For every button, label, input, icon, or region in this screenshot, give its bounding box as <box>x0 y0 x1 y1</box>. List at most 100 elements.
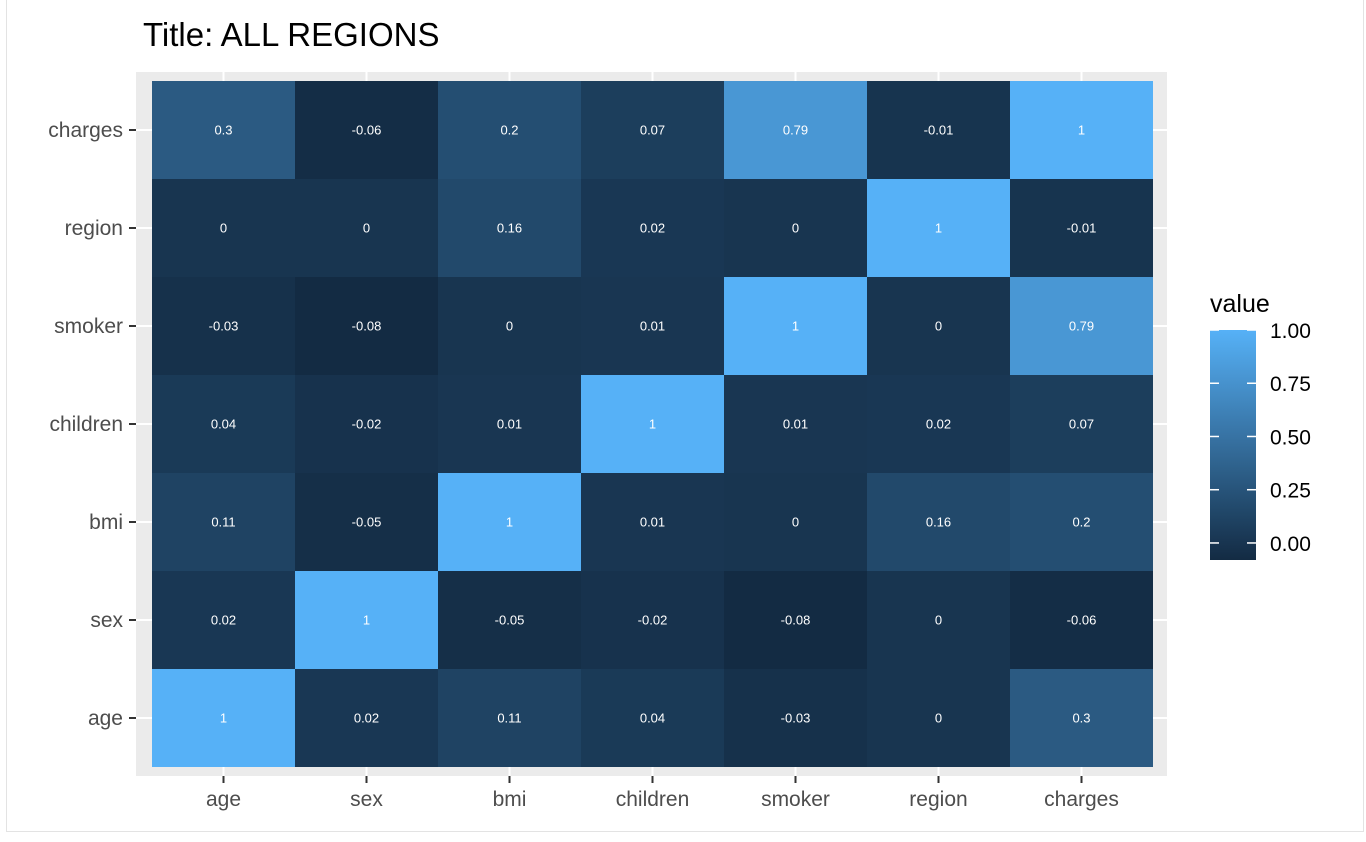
cell-value-label: 0 <box>935 711 942 726</box>
y-axis: age sex bmi children smoker region charges <box>48 119 136 730</box>
y-tick-label: region <box>65 217 123 240</box>
cell-value-label: 0.79 <box>783 123 808 138</box>
heatmap-cell <box>438 81 581 179</box>
cell-value-label: -0.05 <box>352 515 382 530</box>
legend-tick-label: 0.00 <box>1270 533 1311 556</box>
cell-value-label: 0.2 <box>1072 515 1090 530</box>
x-tick-label: children <box>616 788 690 811</box>
heatmap-cell <box>295 179 438 277</box>
heatmap-cell <box>867 81 1010 179</box>
legend-tick-label: 0.50 <box>1270 426 1311 449</box>
heatmap-cell <box>1010 179 1153 277</box>
cell-value-label: 0.04 <box>211 417 236 432</box>
cell-value-label: -0.03 <box>781 711 811 726</box>
heatmap-cell <box>724 375 867 473</box>
cell-value-label: 0.02 <box>354 711 379 726</box>
cell-value-label: 1 <box>363 613 370 628</box>
cell-value-label: 0 <box>506 319 513 334</box>
heatmap-cell <box>438 669 581 767</box>
heatmap-cell <box>295 277 438 375</box>
cell-value-label: 0 <box>792 221 799 236</box>
cell-value-label: 0.11 <box>497 711 521 726</box>
heatmap-cell <box>152 179 295 277</box>
cell-value-label: 0.01 <box>640 515 665 530</box>
heatmap-cell <box>867 179 1010 277</box>
cell-value-label: 0 <box>363 221 370 236</box>
y-tick-label: smoker <box>54 315 123 338</box>
heatmap-cell <box>581 277 724 375</box>
heatmap-cell <box>152 669 295 767</box>
cell-value-label: 0.16 <box>926 515 951 530</box>
cell-value-label: -0.06 <box>1067 613 1097 628</box>
heatmap-cell <box>438 277 581 375</box>
y-tick-label: charges <box>48 119 123 142</box>
cell-value-label: -0.02 <box>352 417 382 432</box>
cell-value-label: 0.79 <box>1069 319 1094 334</box>
heatmap-cell <box>581 473 724 571</box>
heatmap-cell <box>1010 375 1153 473</box>
heatmap-cell <box>295 571 438 669</box>
heatmap-cell <box>724 669 867 767</box>
cell-value-label: 1 <box>649 417 656 432</box>
chart-title: Title: ALL REGIONS <box>143 16 440 53</box>
heatmap-cell <box>581 81 724 179</box>
heatmap-cell <box>295 669 438 767</box>
cell-value-label: 0.2 <box>500 123 518 138</box>
cell-value-label: 0.11 <box>211 515 235 530</box>
x-tick-label: sex <box>350 788 383 811</box>
heatmap-cell <box>724 179 867 277</box>
heatmap-cell <box>1010 473 1153 571</box>
x-tick-label: age <box>206 788 241 811</box>
cell-value-label: 1 <box>1078 123 1085 138</box>
heatmap-cell <box>438 473 581 571</box>
heatmap-cells <box>152 81 1153 767</box>
legend-tick-label: 0.25 <box>1270 480 1311 503</box>
x-tick-label: region <box>909 788 967 811</box>
heatmap-cell <box>1010 669 1153 767</box>
heatmap-cell <box>867 375 1010 473</box>
legend-tick-label: 0.75 <box>1270 373 1311 396</box>
cell-value-label: -0.08 <box>352 319 382 334</box>
cell-value-label: -0.02 <box>638 613 668 628</box>
y-tick-label: bmi <box>89 511 123 534</box>
y-tick-label: sex <box>90 609 123 632</box>
cell-value-label: -0.01 <box>924 123 954 138</box>
heatmap-cell <box>438 375 581 473</box>
cell-value-label: -0.06 <box>352 123 382 138</box>
y-tick-label: children <box>49 413 123 436</box>
legend-colorbar <box>1210 330 1256 560</box>
cell-value-label: 0.3 <box>214 123 232 138</box>
cell-value-label: 0.04 <box>640 711 665 726</box>
cell-value-label: 0.16 <box>497 221 522 236</box>
heatmap-cell <box>152 277 295 375</box>
heatmap-cell <box>295 473 438 571</box>
y-tick-label: age <box>88 707 123 730</box>
cell-value-label: 1 <box>220 711 227 726</box>
x-tick-label: bmi <box>493 788 527 811</box>
heatmap-cell <box>581 571 724 669</box>
legend-tick-label: 1.00 <box>1270 320 1311 343</box>
cell-value-label: 0.02 <box>640 221 665 236</box>
cell-value-label: 0.01 <box>783 417 808 432</box>
x-tick-label: smoker <box>761 788 830 811</box>
heatmap-cell <box>724 277 867 375</box>
heatmap-cell <box>438 179 581 277</box>
cell-value-label: 0 <box>935 319 942 334</box>
cell-value-label: -0.05 <box>495 613 525 628</box>
heatmap-cell <box>724 81 867 179</box>
heatmap-cell <box>295 81 438 179</box>
cell-value-label: -0.03 <box>209 319 239 334</box>
heatmap-cell <box>1010 571 1153 669</box>
cell-value-label: 0.07 <box>640 123 665 138</box>
cell-labels: 1 0.02 0.11 0.04 -0.03 0 0.3 0.02 1 -0.05 -0.02 -0.… <box>209 123 1097 726</box>
cell-value-label: 0.01 <box>640 319 665 334</box>
cell-value-label: 0 <box>220 221 227 236</box>
heatmap-cell <box>152 375 295 473</box>
heatmap-cell <box>581 669 724 767</box>
heatmap-cell <box>152 571 295 669</box>
heatmap-cell <box>581 179 724 277</box>
heatmap-cell <box>867 473 1010 571</box>
cell-value-label: 1 <box>506 515 513 530</box>
cell-value-label: 0 <box>935 613 942 628</box>
